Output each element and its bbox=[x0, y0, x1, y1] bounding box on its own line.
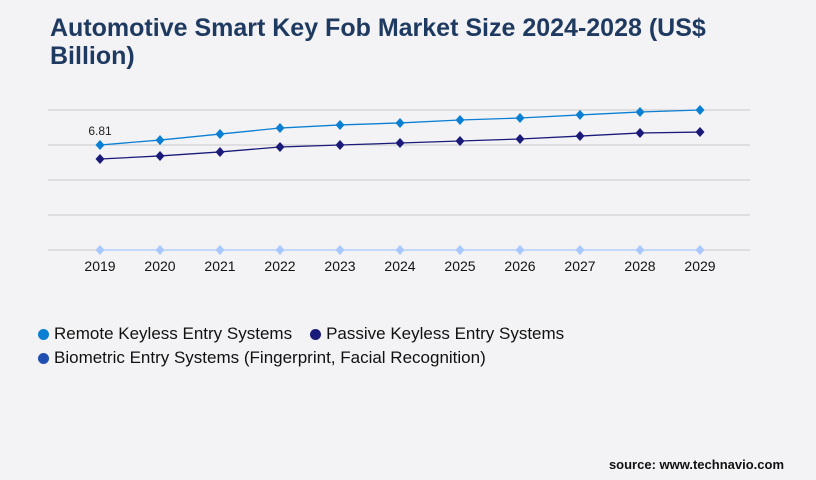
legend: Remote Keyless Entry Systems Passive Key… bbox=[38, 322, 582, 370]
data-point bbox=[635, 107, 645, 118]
data-point bbox=[455, 135, 465, 146]
data-point bbox=[635, 245, 645, 255]
data-label: 6.81 bbox=[88, 124, 112, 138]
source-text: source: www.technavio.com bbox=[608, 457, 784, 472]
data-point bbox=[515, 113, 525, 124]
legend-marker-icon bbox=[310, 328, 322, 340]
data-point bbox=[275, 123, 285, 134]
data-point bbox=[395, 245, 405, 255]
x-tick-label: 2025 bbox=[444, 258, 475, 274]
data-point bbox=[155, 245, 165, 255]
data-point bbox=[635, 127, 645, 138]
legend-label: Biometric Entry Systems (Fingerprint, Fa… bbox=[54, 348, 486, 367]
data-point bbox=[695, 245, 705, 255]
data-point bbox=[455, 115, 465, 126]
x-tick-label: 2022 bbox=[264, 258, 295, 274]
legend-label: Passive Keyless Entry Systems bbox=[326, 324, 565, 343]
data-point bbox=[275, 245, 285, 255]
legend-item: Biometric Entry Systems (Fingerprint, Fa… bbox=[38, 348, 486, 368]
data-point bbox=[335, 245, 345, 255]
data-point bbox=[155, 135, 165, 146]
data-point bbox=[335, 119, 345, 130]
legend-item: Remote Keyless Entry Systems bbox=[38, 324, 292, 344]
x-tick-label: 2021 bbox=[204, 258, 235, 274]
x-tick-label: 2026 bbox=[504, 258, 535, 274]
x-tick-label: 2023 bbox=[324, 258, 355, 274]
data-point bbox=[515, 245, 525, 255]
x-tick-label: 2020 bbox=[144, 258, 175, 274]
data-point bbox=[395, 137, 405, 148]
data-point bbox=[515, 133, 525, 144]
data-point bbox=[455, 245, 465, 255]
x-tick-label: 2028 bbox=[624, 258, 655, 274]
legend-item: Passive Keyless Entry Systems bbox=[310, 324, 564, 344]
data-point bbox=[335, 140, 345, 150]
x-tick-label: 2027 bbox=[564, 258, 595, 274]
legend-marker-icon bbox=[38, 352, 49, 364]
legend-marker-icon bbox=[38, 328, 49, 340]
x-tick-label: 2019 bbox=[84, 258, 115, 274]
data-point bbox=[155, 150, 165, 161]
legend-label: Remote Keyless Entry Systems bbox=[54, 324, 293, 343]
data-point bbox=[95, 140, 105, 150]
data-point bbox=[395, 117, 405, 128]
data-point bbox=[575, 109, 585, 120]
data-point bbox=[575, 245, 585, 255]
data-point bbox=[695, 127, 705, 138]
data-point bbox=[215, 146, 225, 157]
data-point bbox=[95, 154, 105, 165]
data-point bbox=[695, 105, 705, 115]
data-point bbox=[275, 142, 285, 153]
line-chart: 2019 2020 2021 2022 2023 2024 2025 2026 2027 2028… bbox=[48, 105, 750, 274]
data-point bbox=[215, 245, 225, 255]
x-tick-label: 2029 bbox=[684, 258, 715, 274]
data-point bbox=[215, 129, 225, 140]
x-tick-label: 2024 bbox=[384, 258, 415, 274]
data-point bbox=[575, 131, 585, 142]
chart-title: Automotive Smart Key Fob Market Size 202… bbox=[50, 14, 706, 70]
data-point bbox=[95, 245, 105, 255]
